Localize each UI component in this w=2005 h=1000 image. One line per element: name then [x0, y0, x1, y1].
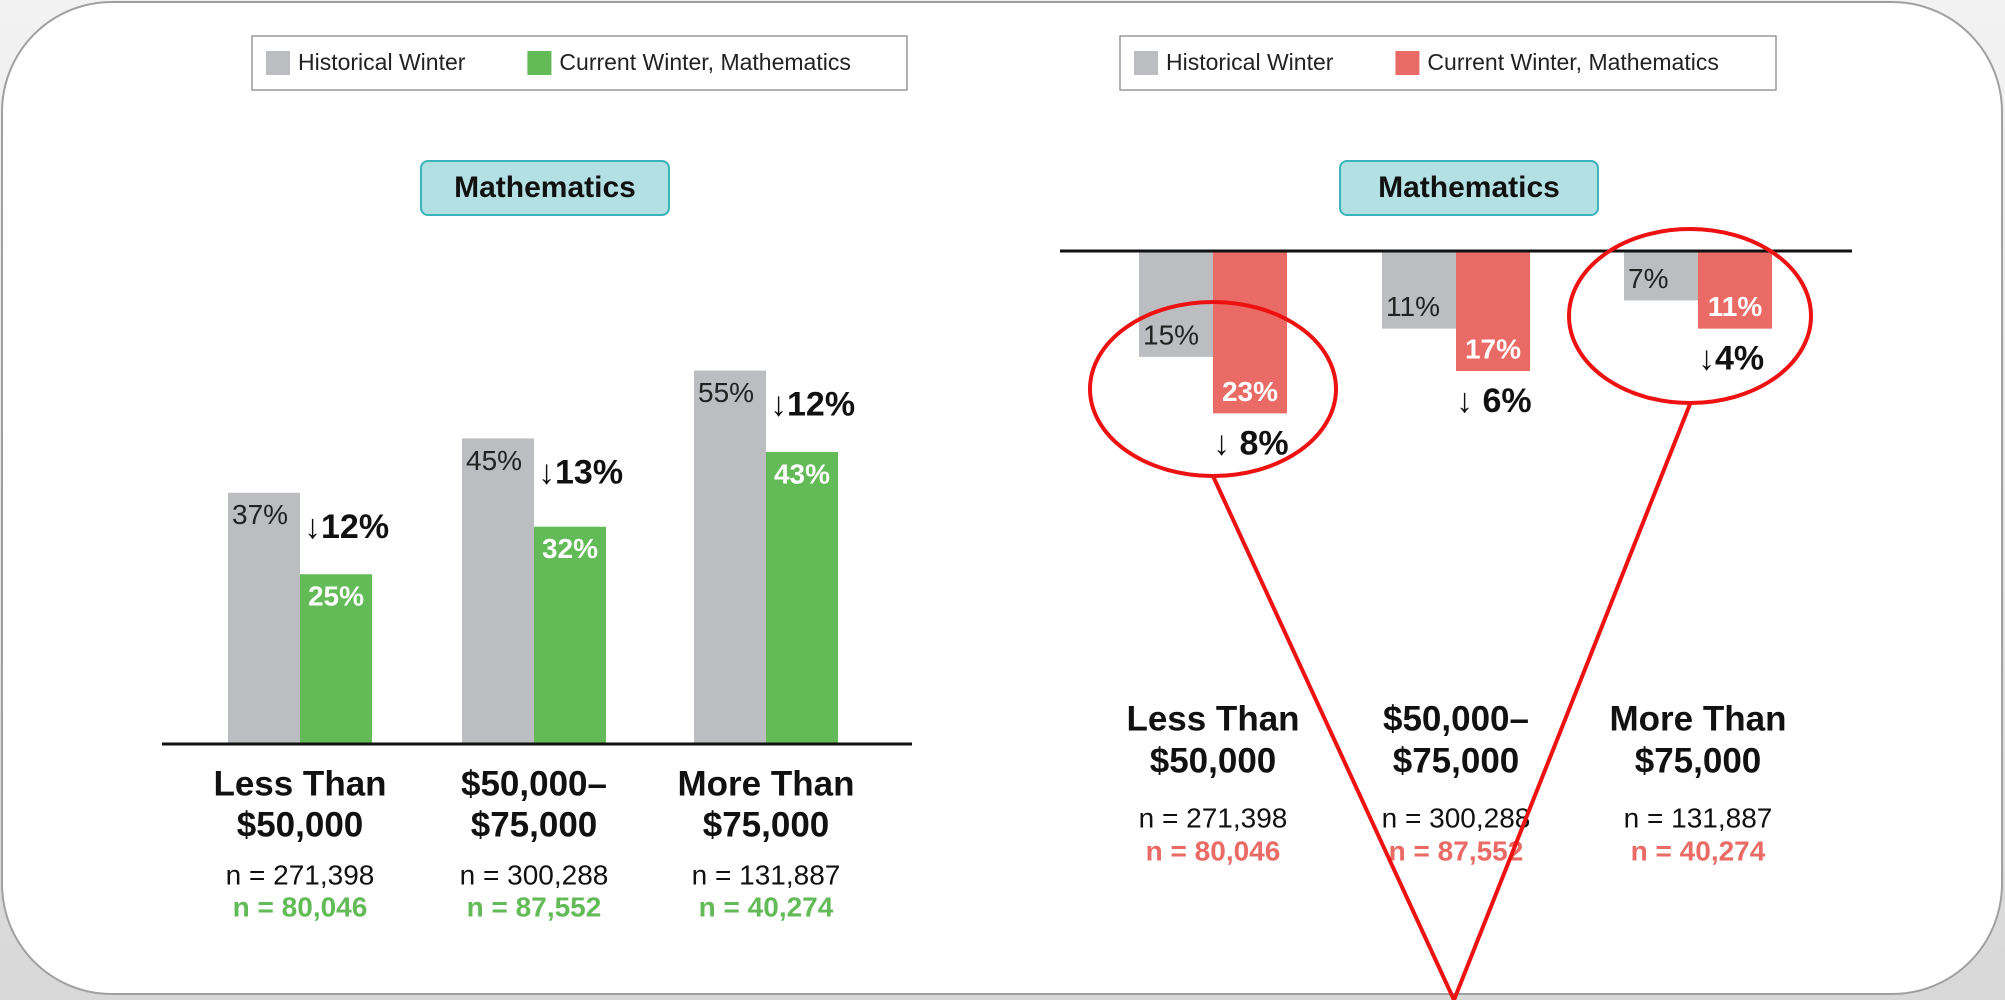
- title-box: [1339, 160, 1599, 216]
- bar: [1213, 251, 1287, 414]
- legend-swatch: [527, 51, 552, 75]
- category-label: $50,000: [1150, 741, 1277, 780]
- bar: [462, 438, 534, 744]
- n-historical: n = 131,887: [1624, 802, 1773, 833]
- n-current: n = 40,274: [699, 891, 834, 922]
- bar: [1456, 251, 1530, 372]
- chart-title: Mathematics: [1378, 171, 1560, 204]
- category-label: $75,000: [1393, 741, 1520, 780]
- bar: [228, 492, 300, 744]
- value-label: 55%: [698, 377, 754, 408]
- change-annotation: ↓4%: [1698, 340, 1764, 378]
- n-historical: n = 271,398: [226, 859, 375, 890]
- n-current: n = 80,046: [233, 891, 368, 922]
- bar: [766, 452, 838, 744]
- change-annotation: ↓ 6%: [1456, 382, 1532, 420]
- n-current: n = 87,552: [1389, 835, 1524, 866]
- legend-label: Historical Winter: [298, 49, 466, 75]
- change-annotation: ↓13%: [538, 453, 623, 491]
- category-label: $75,000: [471, 805, 598, 844]
- legend-swatch: [1134, 51, 1158, 75]
- category-label: $75,000: [1635, 741, 1762, 780]
- value-label: 7%: [1628, 263, 1668, 294]
- category-label: More Than: [678, 764, 855, 803]
- chart-title: Mathematics: [454, 171, 636, 204]
- highlight-ellipse: [1567, 227, 1813, 405]
- n-historical: n = 271,398: [1139, 802, 1288, 833]
- value-label: 15%: [1143, 319, 1199, 350]
- legend-label: Current Winter, Mathematics: [1427, 49, 1718, 75]
- title-box: [420, 160, 670, 216]
- change-annotation: ↓12%: [304, 508, 389, 546]
- change-annotation: ↓ 8%: [1213, 424, 1289, 462]
- n-current: n = 40,274: [1631, 835, 1766, 866]
- legend-swatch: [266, 51, 290, 75]
- n-historical: n = 300,288: [1382, 802, 1531, 833]
- category-label: More Than: [1610, 699, 1787, 738]
- category-label: Less Than: [1126, 699, 1299, 738]
- n-historical: n = 131,887: [692, 859, 841, 890]
- n-current: n = 87,552: [467, 891, 602, 922]
- value-label: 17%: [1465, 333, 1521, 364]
- bar: [1624, 251, 1698, 301]
- value-label: 37%: [232, 499, 288, 530]
- legend-label: Historical Winter: [1166, 49, 1334, 75]
- n-historical: n = 300,288: [460, 859, 609, 890]
- bar: [300, 574, 372, 744]
- highlight-line: [1452, 403, 1692, 1000]
- legend-label: Current Winter, Mathematics: [559, 49, 850, 75]
- value-label: 11%: [1386, 291, 1440, 322]
- highlight: [1088, 227, 1813, 1000]
- category-label: $50,000–: [461, 764, 607, 803]
- category-label: $50,000–: [1383, 699, 1529, 738]
- value-label: 45%: [466, 445, 522, 476]
- bar: [1382, 251, 1456, 329]
- category-label: $50,000: [237, 805, 364, 844]
- bar: [1698, 251, 1772, 329]
- highlight-line: [1211, 475, 1456, 1000]
- category-label: Less Than: [213, 764, 386, 803]
- legend-swatch: [1395, 51, 1420, 75]
- value-label: 25%: [308, 581, 364, 612]
- category-label: $75,000: [703, 805, 830, 844]
- n-current: n = 80,046: [1146, 835, 1281, 866]
- change-annotation: ↓12%: [770, 386, 855, 424]
- bar: [694, 370, 766, 744]
- bar: [534, 526, 606, 744]
- value-label: 11%: [1708, 291, 1763, 322]
- charts: Historical Winter Current Winter, Mathema…: [162, 35, 1852, 922]
- value-label: 23%: [1222, 376, 1278, 407]
- legend: [1119, 35, 1777, 91]
- value-label: 32%: [542, 533, 598, 564]
- legend: [251, 35, 908, 91]
- value-label: 43%: [774, 458, 830, 489]
